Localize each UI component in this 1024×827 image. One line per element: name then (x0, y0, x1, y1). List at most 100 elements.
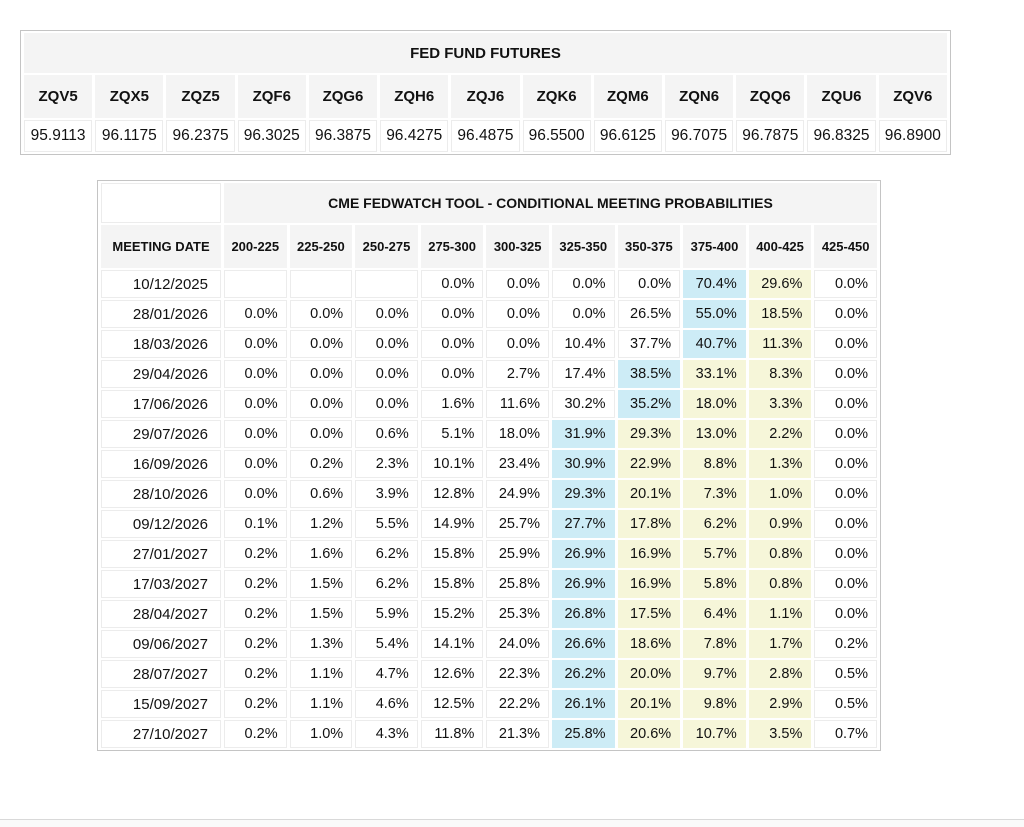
probability-cell: 0.5% (814, 660, 877, 688)
probability-cell: 18.0% (486, 420, 549, 448)
probability-cell: 38.5% (617, 360, 681, 388)
futures-contract-header: ZQN6 (664, 75, 734, 118)
futures-contract-header: ZQV6 (878, 75, 947, 118)
probability-cell: 0.0% (224, 330, 287, 358)
rate-range-column-header: 325-350 (551, 225, 615, 268)
fedwatch-table-title: CME FEDWATCH TOOL - CONDITIONAL MEETING … (224, 183, 877, 223)
rate-range-column-header: 275-300 (420, 225, 484, 268)
probability-cell: 11.8% (420, 720, 484, 748)
probability-cell: 0.0% (617, 270, 681, 298)
fedwatch-row: 18/03/2026 0.0% 0.0% 0.0% 0.0% 0.0% 10.4% 37.7%… (101, 330, 877, 358)
rate-range-column-header: 350-375 (617, 225, 681, 268)
probability-cell: 0.0% (814, 300, 877, 328)
probability-cell: 15.8% (420, 540, 484, 568)
probability-cell: 0.0% (224, 300, 287, 328)
probability-cell: 5.8% (683, 570, 746, 598)
probability-cell: 0.2% (224, 570, 287, 598)
probability-cell: 0.0% (224, 450, 287, 478)
probability-cell: 25.9% (486, 540, 549, 568)
probability-cell: 24.0% (486, 630, 549, 658)
meeting-date-cell: 16/09/2026 (101, 450, 221, 478)
futures-price-row: 95.9113 96.1175 96.2375 96.3025 96.3875 96.42… (24, 120, 947, 152)
probability-cell: 1.0% (289, 720, 353, 748)
probability-cell: 26.5% (617, 300, 681, 328)
probability-cell: 26.6% (551, 630, 615, 658)
probability-cell: 0.0% (420, 360, 484, 388)
fedwatch-row: 28/01/2026 0.0% 0.0% 0.0% 0.0% 0.0% 0.0% 26.5% 5… (101, 300, 877, 328)
meeting-date-cell: 09/12/2026 (101, 510, 221, 538)
probability-cell: 29.3% (551, 480, 615, 508)
probability-cell: 0.2% (224, 660, 287, 688)
probability-cell: 10.7% (683, 720, 746, 748)
meeting-date-cell: 10/12/2025 (101, 270, 221, 298)
probability-cell: 3.5% (748, 720, 812, 748)
probability-cell: 0.0% (224, 480, 287, 508)
probability-cell: 29.3% (617, 420, 681, 448)
probability-cell: 9.8% (683, 690, 746, 718)
futures-contract-header: ZQF6 (237, 75, 306, 118)
probability-cell: 31.9% (551, 420, 615, 448)
fedwatch-row: 28/10/2026 0.0% 0.6% 3.9% 12.8% 24.9% 29.3% 20.… (101, 480, 877, 508)
futures-price-cell: 96.4875 (451, 120, 520, 152)
probability-cell: 0.1% (224, 510, 287, 538)
probability-cell: 20.0% (617, 660, 681, 688)
futures-header-row: ZQV5 ZQX5 ZQZ5 ZQF6 ZQG6 ZQH6 ZQJ6 ZQK6 ZQM6 ZQN6… (24, 75, 947, 118)
probability-cell: 0.2% (224, 630, 287, 658)
meeting-date-cell: 29/04/2026 (101, 360, 221, 388)
futures-table-title: FED FUND FUTURES (24, 33, 947, 73)
probability-cell: 0.0% (224, 420, 287, 448)
probability-cell: 55.0% (683, 300, 746, 328)
futures-contract-header: ZQU6 (807, 75, 876, 118)
probability-cell: 26.8% (551, 600, 615, 628)
probability-cell: 1.5% (289, 600, 353, 628)
probability-cell: 0.0% (814, 270, 877, 298)
bottom-divider (0, 819, 1024, 827)
probability-cell: 6.2% (355, 540, 418, 568)
probability-cell: 0.0% (224, 390, 287, 418)
futures-contract-header: ZQX5 (95, 75, 164, 118)
probability-cell: 1.1% (289, 660, 353, 688)
probability-cell (355, 270, 418, 298)
probability-cell: 1.3% (289, 630, 353, 658)
probability-cell: 12.8% (420, 480, 484, 508)
futures-contract-header: ZQZ5 (166, 75, 235, 118)
probability-cell: 0.0% (486, 300, 549, 328)
probability-cell: 4.6% (355, 690, 418, 718)
fedwatch-header-row: MEETING DATE 200-225 225-250 250-275 275-300… (101, 225, 877, 268)
futures-price-cell: 96.1175 (95, 120, 164, 152)
probability-cell: 70.4% (683, 270, 746, 298)
probability-cell: 6.4% (683, 600, 746, 628)
fedwatch-row: 09/12/2026 0.1% 1.2% 5.5% 14.9% 25.7% 27.7% 17.… (101, 510, 877, 538)
probability-cell: 4.7% (355, 660, 418, 688)
probability-cell: 3.3% (748, 390, 812, 418)
probability-cell: 22.3% (486, 660, 549, 688)
probability-cell: 8.8% (683, 450, 746, 478)
probability-cell: 0.0% (289, 300, 353, 328)
probability-cell: 22.2% (486, 690, 549, 718)
probability-cell: 1.1% (289, 690, 353, 718)
probability-cell: 0.8% (748, 570, 812, 598)
fedwatch-row: 28/07/2027 0.2% 1.1% 4.7% 12.6% 22.3% 26.2% 20.… (101, 660, 877, 688)
meeting-date-cell: 09/06/2027 (101, 630, 221, 658)
probability-cell: 9.7% (683, 660, 746, 688)
probability-cell: 1.7% (748, 630, 812, 658)
probability-cell: 5.7% (683, 540, 746, 568)
probability-cell: 2.7% (486, 360, 549, 388)
probability-cell: 15.8% (420, 570, 484, 598)
fedwatch-row: 29/07/2026 0.0% 0.0% 0.6% 5.1% 18.0% 31.9% 29.3… (101, 420, 877, 448)
probability-cell: 0.0% (814, 390, 877, 418)
fedwatch-row: 29/04/2026 0.0% 0.0% 0.0% 0.0% 2.7% 17.4% 38.5%… (101, 360, 877, 388)
probability-cell: 24.9% (486, 480, 549, 508)
futures-price-cell: 96.4275 (380, 120, 449, 152)
probability-cell: 4.3% (355, 720, 418, 748)
probability-cell: 33.1% (683, 360, 746, 388)
meeting-date-cell: 17/03/2027 (101, 570, 221, 598)
fedwatch-row: 16/09/2026 0.0% 0.2% 2.3% 10.1% 23.4% 30.9% 22.… (101, 450, 877, 478)
probability-cell: 20.1% (617, 480, 681, 508)
meeting-date-cell: 28/01/2026 (101, 300, 221, 328)
futures-price-cell: 96.3025 (237, 120, 306, 152)
probability-cell: 0.0% (814, 450, 877, 478)
probability-cell: 11.6% (486, 390, 549, 418)
probability-cell: 5.4% (355, 630, 418, 658)
probability-cell: 3.9% (355, 480, 418, 508)
